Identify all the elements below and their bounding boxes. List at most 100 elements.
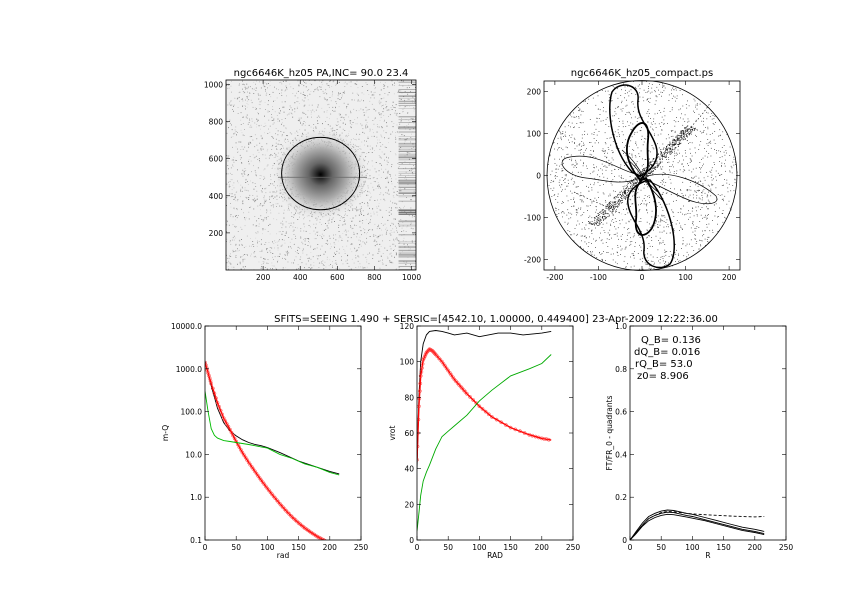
quad-series-q3 [630,513,765,540]
contour-xtick-label: 100 [678,273,693,282]
sb-series-disk-residual [205,391,340,476]
quad-ytick-label: 0.6 [615,408,627,417]
sb-model-marker [226,424,231,429]
quad-series-mean [630,511,765,540]
z0-annotation: z0= 8.906 [637,371,689,382]
sb-ytick-label: 10000.0 [171,322,202,331]
sb-model-marker [206,371,210,375]
sb-xtick-label: 200 [323,543,338,552]
sb-model-marker [232,436,237,441]
quad-ytick-label: 1.0 [615,322,627,331]
image-ytick-label: 600 [209,155,224,164]
contour-ytick-label: 0 [536,172,541,181]
rc-model-marker [417,457,419,462]
rc-model-marker [494,417,499,422]
contour-panel-title: ngc6646K_hz05_compact.ps [571,68,714,79]
image-edge-stripe [398,81,416,270]
sb-xlabel: rad [277,551,290,560]
image-ytick-label: 1000 [204,80,223,89]
image-frame [225,79,417,271]
rc-model-marker [421,358,426,362]
rc-model-marker [504,423,508,427]
rc-model-marker [539,436,544,441]
rc-ytick-label: 40 [404,465,414,474]
image-panel: ngc6646K_hz05 PA,INC= 90.0 23.4 200 400 60… [204,68,421,282]
rc-model-marker [490,415,494,419]
sb-model-marker [210,386,215,391]
rc-model-marker [465,391,469,396]
sb-model-marker [322,538,327,540]
image-ytick-label: 400 [209,192,224,201]
sb-xtick-label: 50 [231,543,241,552]
sb-ytick-label: 1000.0 [176,365,202,374]
contour-lobe-north [626,122,650,182]
rc-model-marker [518,429,522,434]
rc-ytick-label: 0 [409,536,414,545]
contour-lobe-north-outer [609,84,658,177]
rc-ytick-label: 120 [400,322,415,331]
sb-ytick-label: 100.0 [181,408,203,417]
rc-model-marker [420,362,425,366]
quad-xtick-label: 250 [779,543,794,552]
quadrants-panel: 0 50 100 150 200 250 0 0.2 0.4 0.6 0.8 1.0 Q_B= 0.1… [605,322,793,560]
rc-model-marker [544,437,549,442]
contour-ytick-label: 100 [527,130,542,139]
rc-series-total [417,330,552,469]
contour-xtick-label: -200 [546,273,563,282]
contour-thin-core [621,149,663,201]
rqb-annotation: rQ_B= 53.0 [635,359,693,370]
rc-ytick-label: 60 [404,429,414,438]
sb-model-marker [220,412,225,417]
sb-model-marker [323,539,327,540]
rc-series-disk [417,354,552,532]
surface-brightness-frame [204,325,362,541]
contour-xtick-label: 0 [640,273,645,282]
quad-xtick-label: 200 [748,543,763,552]
sb-model-marker [212,391,217,396]
rc-ylabel: vrot [388,425,397,440]
image-xtick-label: 200 [256,273,271,282]
sb-model-marker [234,439,239,444]
quad-ytick-label: 0.8 [615,365,627,374]
sb-model-marker [205,365,209,370]
sb-model-marker [209,381,214,386]
rc-model-marker [417,417,421,422]
sb-ytick-label: 0.1 [190,536,202,545]
rc-model-marker [419,370,424,374]
sb-model-marker [207,376,212,381]
image-xtick-label: 1000 [402,273,421,282]
rc-series-sersic-model [417,348,552,460]
sb-model-marker [218,408,223,413]
rc-ytick-label: 20 [404,500,414,509]
sb-model-marker [231,433,235,438]
contour-ytick-label: -200 [524,256,541,265]
rotation-curve-panel: 0 50 100 150 200 250 0 20 40 60 80 100 120 RAD vrot [388,322,580,560]
sb-ylabel: m-Q [161,425,170,441]
sb-model-marker [208,379,213,383]
rc-model-marker [418,381,423,386]
rc-model-marker [499,420,504,425]
sb-model-marker [221,416,226,421]
quad-ytick-label: 0.4 [615,450,627,459]
contour-dotted-arc [573,99,713,215]
sb-xtick-label: 100 [260,543,275,552]
sb-xtick-label: 0 [203,543,208,552]
rc-model-marker [542,436,546,441]
sb-model-marker [215,401,220,405]
rc-model-marker [468,395,472,399]
quad-xlabel: R [705,551,710,560]
rc-model-marker [486,412,491,417]
sb-model-marker [205,363,208,367]
contour-thin-east [645,173,718,205]
qb-annotation: Q_B= 0.136 [641,335,701,346]
sb-model-marker [205,360,207,365]
rc-ytick-label: 100 [400,358,415,367]
rc-xlabel: RAD [487,551,503,560]
rc-model-marker [417,389,422,393]
quad-series-q1 [630,509,765,540]
sb-model-marker [239,448,243,452]
rc-model-marker [418,374,423,378]
image-panel-title: ngc6646K_hz05 PA,INC= 90.0 23.4 [234,68,409,79]
quad-ytick-label: 0 [622,536,627,545]
